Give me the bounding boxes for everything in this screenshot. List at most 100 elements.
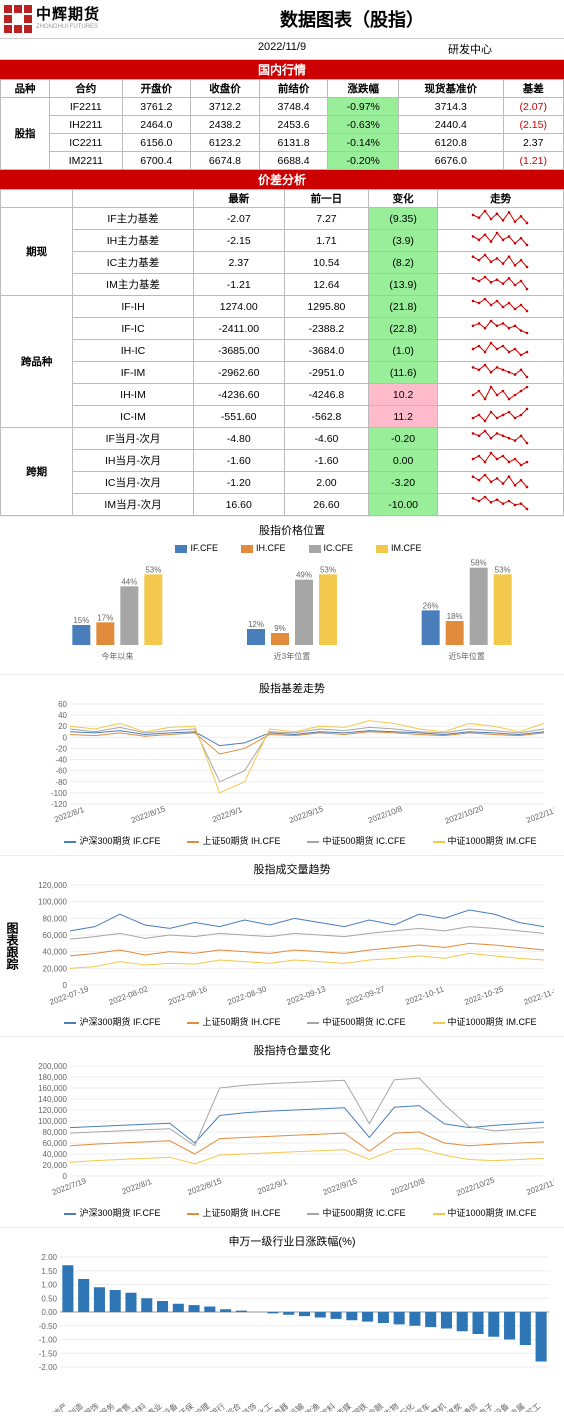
page-title: 数据图表（股指）	[140, 0, 564, 38]
svg-text:2022-08-30: 2022-08-30	[226, 984, 268, 1007]
table-row: IF-IC-2411.00-2388.2(22.8)	[1, 318, 564, 340]
sparkline	[471, 495, 531, 511]
table-row: IC22116156.06123.26131.8-0.14%6120.82.37	[1, 134, 564, 152]
sparkline	[471, 429, 531, 445]
col-header: 合约	[50, 80, 122, 98]
chart2-svg: -120-100-80-60-40-2002040602022/8/12022/…	[30, 699, 554, 829]
svg-text:2.00: 2.00	[41, 1253, 57, 1262]
chart5-svg: -2.00-1.50-1.00-0.500.000.501.001.502.00…	[30, 1252, 554, 1412]
svg-text:17%: 17%	[97, 613, 113, 622]
table-row: IM当月-次月16.6026.60-10.00	[1, 494, 564, 516]
sparkline	[471, 231, 531, 247]
svg-text:2022-09-27: 2022-09-27	[345, 984, 387, 1007]
svg-text:0.00: 0.00	[41, 1308, 57, 1317]
group-label: 跨期	[1, 428, 73, 516]
legend-item: IH.CFE	[228, 543, 286, 553]
logo-icon	[4, 5, 32, 33]
svg-text:近3年位置: 近3年位置	[274, 651, 310, 661]
sparkline	[471, 319, 531, 335]
svg-text:2022/11/3: 2022/11/3	[525, 804, 554, 825]
svg-text:-1.00: -1.00	[39, 1336, 58, 1345]
group-label: 股指	[1, 98, 50, 170]
svg-text:2022-11-08: 2022-11-08	[523, 984, 554, 1006]
chart5-title: 申万一级行业日涨跌幅(%)	[30, 1230, 554, 1252]
svg-text:传媒: 传媒	[334, 1401, 353, 1412]
svg-text:40,000: 40,000	[43, 948, 68, 957]
table-row: 跨期IF当月-次月-4.80-4.60-0.20	[1, 428, 564, 450]
brand-en: ZHONGHUI FUTURES	[36, 24, 100, 31]
legend-item: 上证50期货 IH.CFE	[170, 1015, 280, 1028]
legend-item: 中证1000期货 IM.CFE	[416, 1206, 537, 1219]
svg-text:100,000: 100,000	[38, 1117, 67, 1126]
legend-item: 上证50期货 IH.CFE	[170, 834, 280, 847]
svg-text:今年以来: 今年以来	[101, 651, 133, 661]
svg-text:20: 20	[58, 722, 67, 731]
sparkline	[471, 451, 531, 467]
col-header: 涨跌幅	[328, 80, 399, 98]
legend-item: 中证1000期货 IM.CFE	[416, 1015, 537, 1028]
legend-item: 沪深300期货 IF.CFE	[47, 1015, 160, 1028]
chart-basis-trend: 股指基差走势 -120-100-80-60-40-2002040602022/8…	[0, 674, 564, 855]
svg-text:200,000: 200,000	[38, 1062, 67, 1071]
svg-text:房地产: 房地产	[44, 1401, 69, 1412]
svg-text:-100: -100	[51, 789, 68, 798]
chart-industry-change: 申万一级行业日涨跌幅(%) -2.00-1.50-1.00-0.500.000.…	[0, 1227, 564, 1421]
svg-text:0: 0	[63, 733, 68, 742]
svg-text:18%: 18%	[447, 612, 463, 621]
table-row: IH-IM-4236.60-4246.810.2	[1, 384, 564, 406]
svg-text:煤炭: 煤炭	[445, 1401, 464, 1412]
chart1-legend: IF.CFEIH.CFEIC.CFEIM.CFE	[30, 541, 554, 555]
col-header: 前结价	[259, 80, 328, 98]
legend-item: 上证50期货 IH.CFE	[170, 1206, 280, 1219]
header: 中辉期货 ZHONGHUI FUTURES 数据图表（股指）	[0, 0, 564, 39]
spread-table: 最新前一日变化走势 期现IF主力基差-2.077.27(9.35)IH主力基差-…	[0, 189, 564, 516]
table-row: 期现IF主力基差-2.077.27(9.35)	[1, 208, 564, 230]
sparkline	[471, 363, 531, 379]
svg-text:-40: -40	[55, 756, 67, 765]
svg-text:环保: 环保	[177, 1401, 196, 1412]
col-header: 开盘价	[122, 80, 191, 98]
svg-text:2022/9/1: 2022/9/1	[211, 805, 244, 824]
legend-item: 中证500期货 IC.CFE	[290, 1206, 405, 1219]
svg-text:2022-10-11: 2022-10-11	[404, 984, 445, 1006]
svg-text:80,000: 80,000	[43, 1128, 68, 1137]
svg-text:2022/10/8: 2022/10/8	[389, 1176, 426, 1197]
table-row: IC当月-次月-1.202.00-3.20	[1, 472, 564, 494]
sparkline	[471, 341, 531, 357]
svg-text:通信: 通信	[461, 1401, 480, 1412]
svg-text:140,000: 140,000	[38, 1095, 67, 1104]
sparkline	[471, 275, 531, 291]
chart-price-position: 股指价格位置 IF.CFEIH.CFEIC.CFEIM.CFE 15%17%44…	[0, 516, 564, 674]
table-row: IH-IC-3685.00-3684.0(1.0)	[1, 340, 564, 362]
group-label: 跨品种	[1, 296, 73, 428]
svg-text:80,000: 80,000	[43, 914, 68, 923]
legend-item: 沪深300期货 IF.CFE	[47, 1206, 160, 1219]
col-header: 前一日	[284, 190, 368, 208]
table-row: IC主力基差2.3710.54(8.2)	[1, 252, 564, 274]
svg-text:60,000: 60,000	[43, 931, 68, 940]
svg-text:44%: 44%	[121, 577, 137, 586]
chart3-svg: 020,00040,00060,00080,000100,000120,0002…	[30, 880, 554, 1010]
svg-text:2022/9/15: 2022/9/15	[288, 804, 325, 825]
col-header: 最新	[193, 190, 284, 208]
sparkline	[471, 407, 531, 423]
group-label: 期现	[1, 208, 73, 296]
svg-text:电子: 电子	[476, 1401, 495, 1412]
svg-text:26%: 26%	[423, 601, 439, 610]
legend-item: 沪深300期货 IF.CFE	[47, 834, 160, 847]
chart4-title: 股指持仓量变化	[30, 1039, 554, 1061]
chart4-svg: 020,00040,00060,00080,000100,000120,0001…	[30, 1061, 554, 1201]
sparkline	[471, 253, 531, 269]
col-header: 基差	[503, 80, 564, 98]
svg-text:160,000: 160,000	[38, 1084, 67, 1093]
blank	[0, 39, 188, 59]
svg-text:40: 40	[58, 711, 67, 720]
svg-text:58%: 58%	[471, 559, 487, 568]
svg-text:40,000: 40,000	[43, 1150, 68, 1159]
svg-text:2022/10/25: 2022/10/25	[455, 1175, 496, 1197]
svg-text:180,000: 180,000	[38, 1073, 67, 1082]
legend-item: 中证1000期货 IM.CFE	[416, 834, 537, 847]
svg-text:2022/9/1: 2022/9/1	[256, 1177, 289, 1196]
svg-text:12%: 12%	[248, 620, 264, 629]
col-header	[73, 190, 193, 208]
